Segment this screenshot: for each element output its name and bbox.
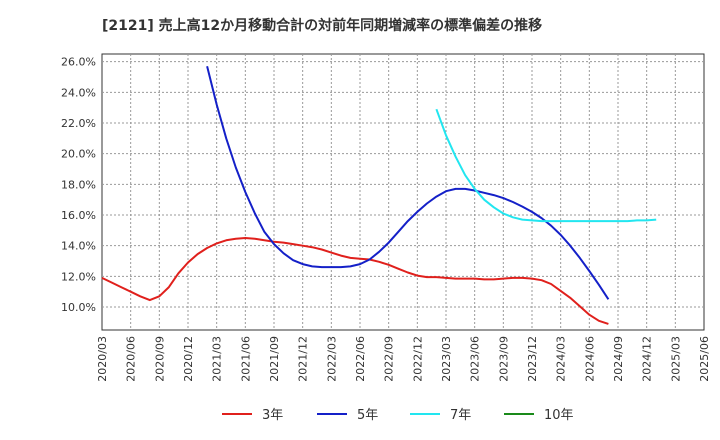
legend-label: 3年: [262, 408, 283, 423]
x-tick-label: 2023/06: [469, 336, 482, 382]
x-tick-label: 2022/12: [411, 336, 424, 382]
x-tick-label: 2023/03: [440, 336, 453, 382]
y-tick-label: 20.0%: [61, 148, 96, 161]
x-tick-label: 2024/03: [555, 336, 568, 382]
series-lines: [101, 66, 657, 325]
y-tick-label: 14.0%: [61, 240, 96, 253]
x-axis-ticks: 2020/03 2020/06 2020/09 2020/12 2021/03 2021/…: [96, 336, 711, 382]
x-tick-label: 2025/06: [698, 336, 711, 382]
x-tick-label: 2020/06: [125, 336, 138, 382]
x-tick-label: 2024/06: [583, 336, 596, 382]
chart-title: [2121] 売上高12か月移動合計の対前年同期増減率の標準偏差の推移: [102, 17, 542, 34]
x-tick-label: 2023/09: [497, 336, 510, 382]
x-tick-label: 2020/09: [153, 336, 166, 382]
x-tick-label: 2021/09: [268, 336, 281, 382]
x-tick-label: 2022/03: [325, 336, 338, 382]
legend-label: 7年: [450, 408, 471, 423]
x-tick-label: 2021/12: [297, 336, 310, 382]
y-tick-label: 26.0%: [61, 56, 96, 69]
x-tick-label: 2020/03: [96, 336, 109, 382]
x-tick-label: 2020/12: [182, 336, 195, 382]
legend-label: 5年: [357, 408, 378, 423]
y-tick-label: 22.0%: [61, 117, 96, 130]
y-tick-label: 24.0%: [61, 86, 96, 99]
plot-area: [101, 53, 705, 331]
y-tick-label: 10.0%: [61, 301, 96, 314]
x-tick-label: 2022/06: [354, 336, 367, 382]
legend-label: 10年: [544, 408, 574, 423]
legend: 3年 5年 7年 10年: [222, 408, 574, 423]
series-line-3年: [101, 237, 609, 325]
series-line-5年: [206, 66, 610, 300]
x-tick-label: 2023/12: [526, 336, 539, 382]
series-line-7年: [435, 108, 657, 223]
x-tick-label: 2022/09: [383, 336, 396, 382]
x-tick-label: 2024/12: [641, 336, 654, 382]
y-axis-ticks: 10.0% 12.0% 14.0% 16.0% 18.0% 20.0% 22.0% 24.0%…: [61, 56, 96, 314]
y-tick-label: 18.0%: [61, 178, 96, 191]
x-tick-label: 2021/03: [211, 336, 224, 382]
x-tick-label: 2024/09: [612, 336, 625, 382]
y-tick-label: 16.0%: [61, 209, 96, 222]
y-tick-label: 12.0%: [61, 270, 96, 283]
x-tick-label: 2025/03: [669, 336, 682, 382]
x-tick-label: 2021/06: [239, 336, 252, 382]
